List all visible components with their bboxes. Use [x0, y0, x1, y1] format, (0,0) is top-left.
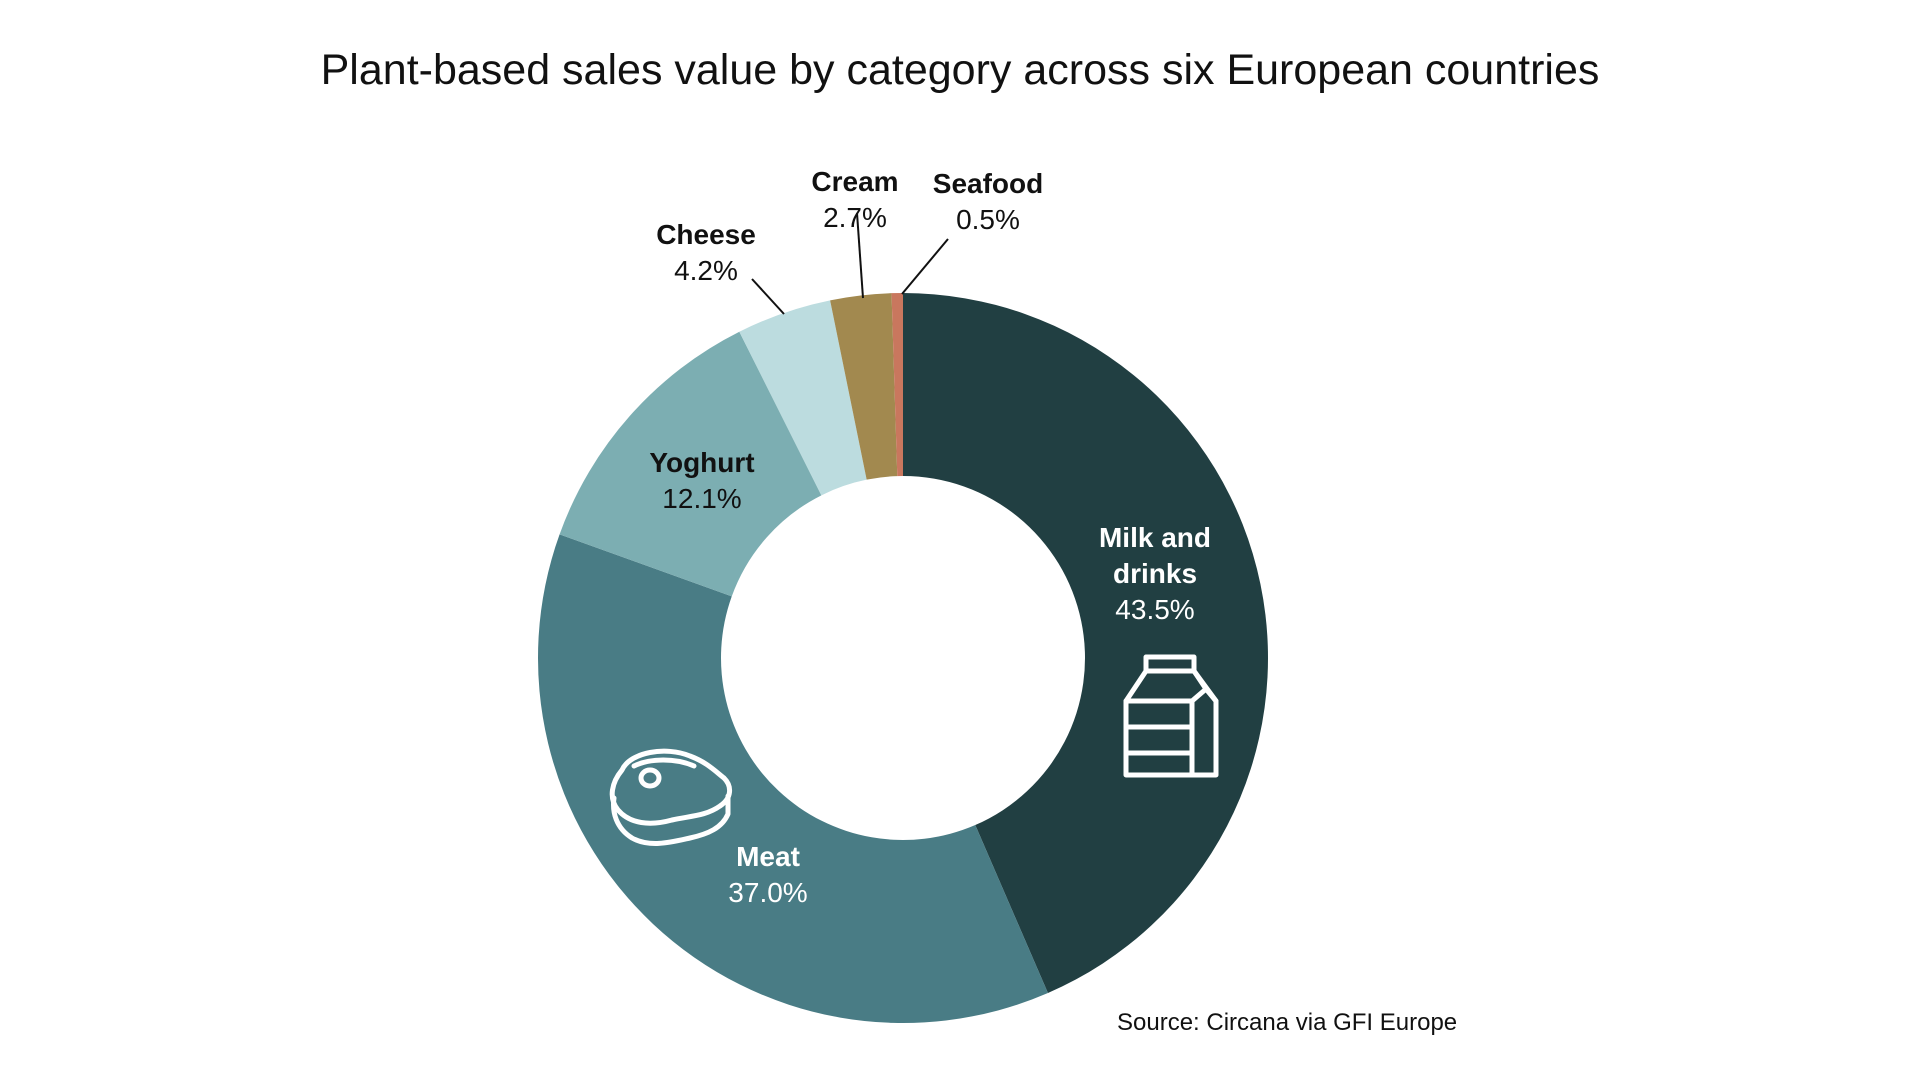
steak-icon: [609, 748, 732, 846]
slice-label-cheese: Cheese: [656, 219, 756, 250]
slice-milk-and-drinks: [903, 293, 1269, 993]
slice-label-seafood: Seafood: [933, 168, 1043, 199]
slice-cheese: [739, 300, 867, 496]
slice-cream: [830, 293, 898, 480]
slice-value-milk-and-drinks: 43.5%: [1115, 594, 1194, 625]
slice-meat: [537, 534, 1048, 1024]
slice-label-meat: Meat: [736, 841, 800, 872]
slice-labels: Milk and drinks 43.5% Meat 37.0% Yoghurt 12.1%…: [649, 166, 1211, 908]
slice-label-milk-and-drinks-line-1: Milk and: [1099, 522, 1211, 553]
donut-slices: [537, 293, 1269, 1024]
slice-label-yoghurt: Yoghurt: [649, 447, 754, 478]
leader-line-cheese: [751, 278, 785, 315]
slice-value-cheese: 4.2%: [674, 255, 738, 286]
leader-line-seafood: [901, 238, 949, 295]
milk-carton-icon: [1123, 654, 1219, 778]
source-note: Source: Circana via GFI Europe: [1117, 1009, 1457, 1036]
leader-line-cream: [856, 212, 864, 299]
slice-value-yoghurt: 12.1%: [662, 483, 741, 514]
label-leader-lines: [751, 212, 949, 315]
slice-seafood: [891, 293, 903, 477]
slice-value-cream: 2.7%: [823, 202, 887, 233]
slice-label-milk-and-drinks-line-2: drinks: [1113, 558, 1197, 589]
chart-title: Plant-based sales value by category acro…: [321, 46, 1600, 94]
slice-value-seafood: 0.5%: [956, 204, 1020, 235]
slice-label-cream: Cream: [811, 166, 898, 197]
slice-icons: [609, 654, 1219, 846]
slice-value-meat: 37.0%: [728, 877, 807, 908]
slice-yoghurt: [559, 331, 822, 597]
